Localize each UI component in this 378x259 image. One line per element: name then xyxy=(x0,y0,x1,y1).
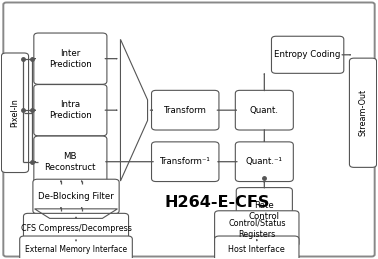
Text: External Memory Interface: External Memory Interface xyxy=(25,245,127,254)
Text: Stream-Out: Stream-Out xyxy=(358,89,367,136)
Text: Transform⁻¹: Transform⁻¹ xyxy=(160,157,211,166)
FancyBboxPatch shape xyxy=(33,179,119,214)
FancyBboxPatch shape xyxy=(152,142,219,182)
Text: MB
Reconstruct: MB Reconstruct xyxy=(45,152,96,171)
Text: Entropy Coding: Entropy Coding xyxy=(274,50,341,59)
FancyBboxPatch shape xyxy=(34,84,107,136)
FancyBboxPatch shape xyxy=(34,136,107,187)
FancyBboxPatch shape xyxy=(2,53,29,172)
FancyBboxPatch shape xyxy=(349,58,376,167)
Text: CFS Compress/Decompress: CFS Compress/Decompress xyxy=(20,224,132,233)
FancyBboxPatch shape xyxy=(235,90,293,130)
Text: Quant.: Quant. xyxy=(250,106,279,115)
Text: Intra
Prediction: Intra Prediction xyxy=(49,100,92,120)
Text: Pixel-In: Pixel-In xyxy=(11,98,20,127)
Text: Host Interface: Host Interface xyxy=(228,245,285,254)
FancyBboxPatch shape xyxy=(215,236,299,259)
FancyBboxPatch shape xyxy=(34,33,107,84)
Text: De-Blocking Filter: De-Blocking Filter xyxy=(38,192,114,201)
FancyBboxPatch shape xyxy=(235,142,293,182)
Text: Inter
Prediction: Inter Prediction xyxy=(49,49,92,69)
FancyBboxPatch shape xyxy=(152,90,219,130)
Text: Control/Status
Registers: Control/Status Registers xyxy=(228,219,285,239)
FancyBboxPatch shape xyxy=(215,211,299,247)
Text: Quant.⁻¹: Quant.⁻¹ xyxy=(246,157,283,166)
FancyBboxPatch shape xyxy=(236,188,292,234)
Text: H264-E-CFS: H264-E-CFS xyxy=(164,196,270,210)
FancyBboxPatch shape xyxy=(3,3,375,256)
Text: Rate
Control: Rate Control xyxy=(249,201,280,220)
Text: Transform: Transform xyxy=(164,106,207,115)
FancyBboxPatch shape xyxy=(23,213,129,244)
FancyBboxPatch shape xyxy=(20,236,132,259)
FancyBboxPatch shape xyxy=(271,36,344,73)
